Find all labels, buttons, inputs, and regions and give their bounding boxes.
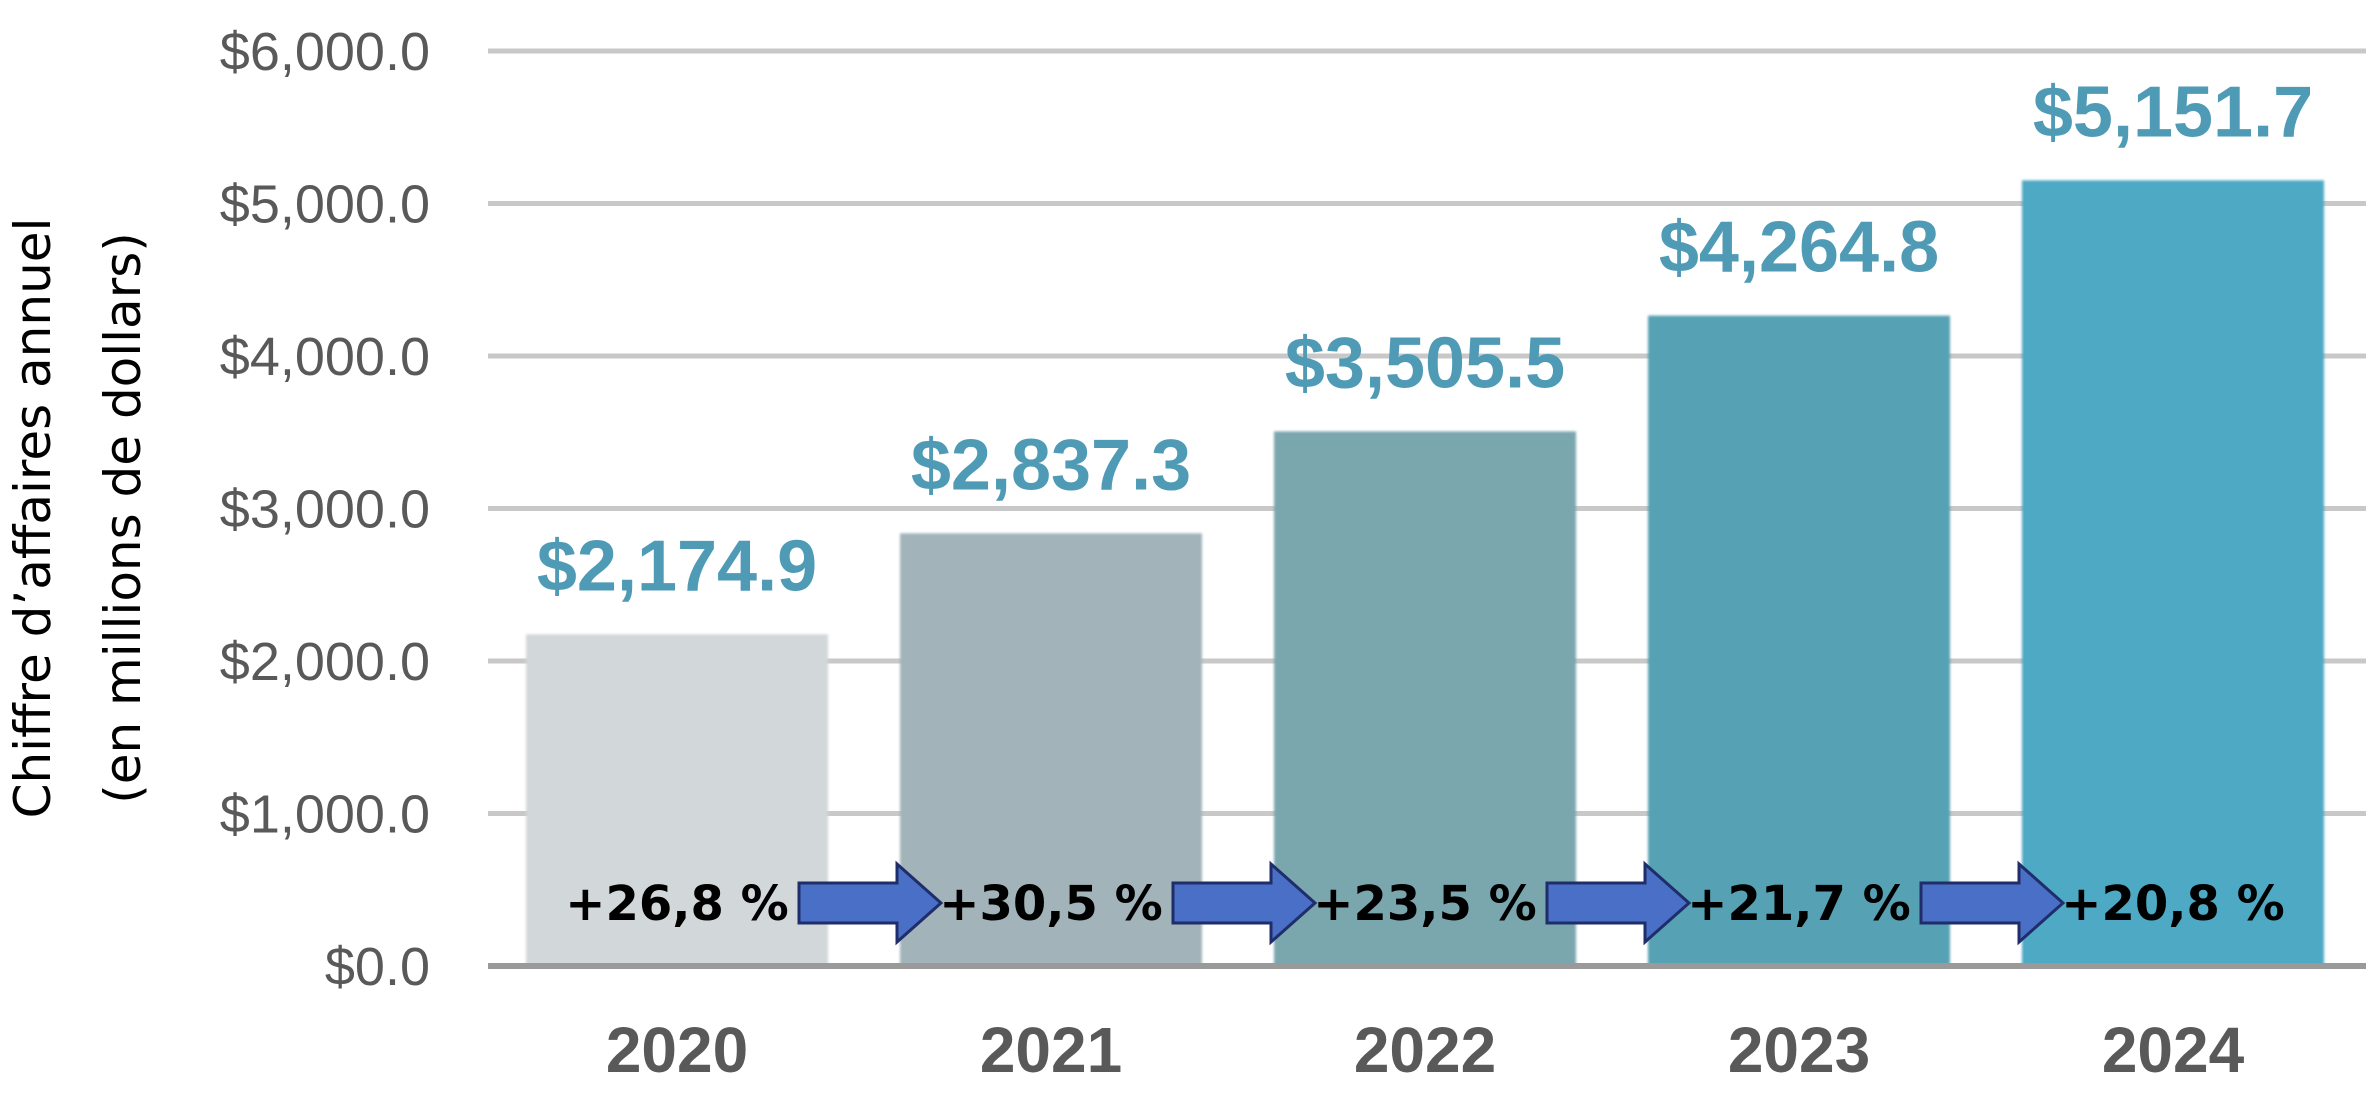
y-axis-title: Chiffre d’affaires annuel (en millions d… (4, 218, 152, 819)
value-label-2020: $2,174.9 (537, 526, 817, 606)
bar-2021 (900, 533, 1202, 966)
y-tick-label: $6,000.0 (220, 22, 430, 82)
value-label-2022: $3,505.5 (1285, 323, 1565, 403)
bars (526, 180, 2324, 967)
y-axis-title-line-2: (en millions de dollars) (94, 232, 152, 804)
bar-2024 (2022, 180, 2324, 967)
y-tick-label: $3,000.0 (220, 480, 430, 540)
y-tick-label: $0.0 (325, 937, 430, 997)
y-axis-ticks: $0.0 $1,000.0 $2,000.0 $3,000.0 $4,000.0 $5,0… (220, 22, 430, 997)
x-tick-label-2020: 2020 (606, 1014, 748, 1086)
value-label-2024: $5,151.7 (2033, 72, 2313, 152)
x-tick-label-2022: 2022 (1354, 1014, 1496, 1086)
x-tick-label-2023: 2023 (1728, 1014, 1870, 1086)
growth-annotations: +26,8 % +30,5 % +23,5 % +21,7 % +20,8 % (565, 860, 2285, 946)
y-tick-label: $4,000.0 (220, 327, 430, 387)
y-axis-title-line-1: Chiffre d’affaires annuel (4, 218, 62, 819)
growth-label: +21,7 % (1687, 876, 1910, 932)
growth-arrow-icon (1545, 860, 1692, 946)
value-label-2021: $2,837.3 (911, 425, 1191, 505)
value-labels: $2,174.9 $2,837.3 $3,505.5 $4,264.8 $5,151.7 (537, 72, 2313, 606)
value-label-2023: $4,264.8 (1659, 208, 1939, 288)
x-tick-label-2021: 2021 (980, 1014, 1122, 1086)
x-axis-categories: 2020 2021 2022 2023 2024 (606, 1014, 2245, 1086)
y-tick-label: $2,000.0 (220, 632, 430, 692)
bar-2023 (1648, 315, 1950, 966)
growth-label: +26,8 % (565, 876, 788, 932)
bar-2020 (526, 634, 828, 966)
x-tick-label-2024: 2024 (2102, 1014, 2245, 1086)
y-tick-label: $1,000.0 (220, 785, 430, 845)
growth-arrow-icon (797, 860, 944, 946)
growth-arrow-icon (1919, 860, 2066, 946)
growth-label: +30,5 % (939, 876, 1162, 932)
growth-label: +20,8 % (2061, 876, 2284, 932)
bar-2022 (1274, 431, 1576, 966)
growth-arrow-icon (1171, 860, 1318, 946)
y-tick-label: $5,000.0 (220, 175, 430, 235)
growth-label: +23,5 % (1313, 876, 1536, 932)
